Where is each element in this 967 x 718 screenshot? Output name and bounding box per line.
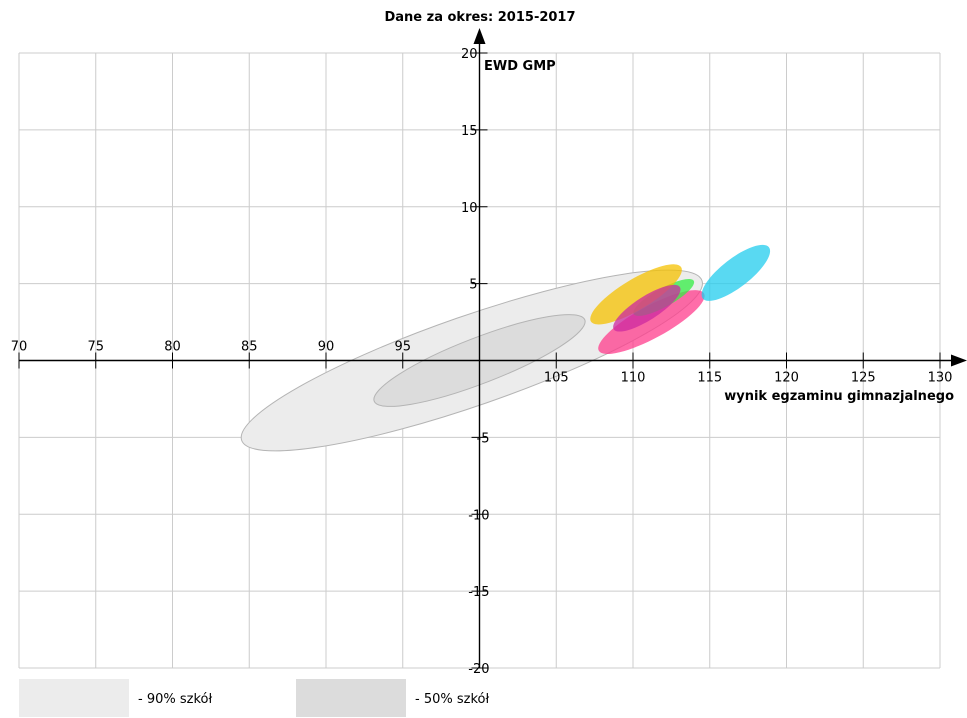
x-axis-arrow (951, 354, 967, 367)
x-tick-label: 80 (164, 340, 181, 355)
x-tick-label: 120 (774, 371, 799, 386)
legend-label-50: - 50% szkół (415, 692, 489, 707)
legend-swatch-90 (19, 679, 129, 717)
x-tick-label: 105 (544, 371, 569, 386)
legend: - 90% szkół - 50% szkół (19, 679, 489, 717)
series-ellipse-5 (701, 244, 771, 301)
x-tick-label: 90 (318, 340, 335, 355)
x-tick-label: 70 (11, 340, 28, 355)
x-tick-label: 95 (394, 340, 411, 355)
x-tick-label: 110 (621, 371, 646, 386)
series-ellipse-3 (590, 264, 682, 325)
series-ellipses (590, 244, 771, 354)
y-axis-title: EWD GMP (484, 59, 556, 74)
y-tick-label: -5 (477, 431, 490, 446)
y-tick-label: -20 (468, 662, 489, 677)
y-tick-label: 10 (461, 201, 478, 216)
x-tick-label: 125 (851, 371, 876, 386)
x-tick-label: 75 (87, 340, 104, 355)
axes (18, 28, 967, 669)
y-axis-arrow (473, 28, 486, 44)
legend-label-90: - 90% szkół (138, 692, 212, 707)
series-ellipse-1 (598, 290, 705, 354)
y-tick-label: 15 (461, 124, 478, 139)
y-tick-label: -10 (468, 508, 489, 523)
series-ellipse-4 (613, 284, 681, 332)
y-tick-label: 20 (461, 47, 478, 62)
x-tick-label: 85 (241, 340, 258, 355)
x-tick-label: 130 (928, 371, 953, 386)
x-axis-title: wynik egzaminu gimnazjalnego (724, 389, 954, 404)
y-tick-label: 5 (469, 278, 477, 293)
y-tick-label: -15 (468, 585, 489, 600)
legend-swatch-50 (296, 679, 406, 717)
chart-title: Dane za okres: 2015-2017 (384, 10, 575, 25)
x-tick-label: 115 (697, 371, 722, 386)
